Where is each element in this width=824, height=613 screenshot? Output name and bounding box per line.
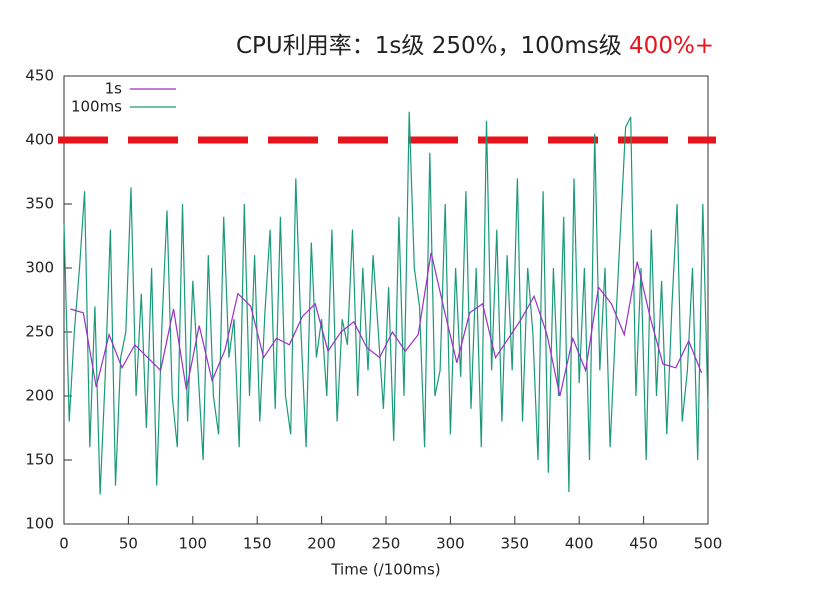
x-tick-label: 200 bbox=[307, 535, 336, 553]
title-main: CPU利用率：1s级 250%，100ms级 bbox=[236, 33, 629, 59]
x-axis-label: Time (/100ms) bbox=[330, 561, 440, 579]
y-tick-label: 450 bbox=[25, 67, 54, 85]
y-tick-label: 300 bbox=[25, 259, 54, 277]
y-tick-label: 150 bbox=[25, 451, 54, 469]
y-tick-label: 100 bbox=[25, 515, 54, 533]
series-line bbox=[70, 252, 703, 397]
x-tick-label: 250 bbox=[372, 535, 401, 553]
y-tick-label: 250 bbox=[25, 323, 54, 341]
y-tick-label: 400 bbox=[25, 131, 54, 149]
chart-title: CPU利用率：1s级 250%，100ms级 400%+ bbox=[236, 33, 714, 59]
x-tick-label: 50 bbox=[119, 535, 138, 553]
x-tick-label: 100 bbox=[178, 535, 207, 553]
x-tick-label: 0 bbox=[59, 535, 69, 553]
y-tick-label: 200 bbox=[25, 387, 54, 405]
title-highlight: 400%+ bbox=[629, 33, 714, 59]
x-tick-label: 500 bbox=[694, 535, 723, 553]
x-tick-label: 300 bbox=[436, 535, 465, 553]
x-tick-label: 350 bbox=[500, 535, 529, 553]
x-tick-label: 400 bbox=[565, 535, 594, 553]
y-tick-label: 350 bbox=[25, 195, 54, 213]
legend-label: 100ms bbox=[71, 98, 122, 116]
x-tick-label: 150 bbox=[243, 535, 272, 553]
series-line bbox=[63, 111, 709, 495]
x-tick-label: 450 bbox=[629, 535, 658, 553]
legend-label: 1s bbox=[105, 80, 123, 98]
